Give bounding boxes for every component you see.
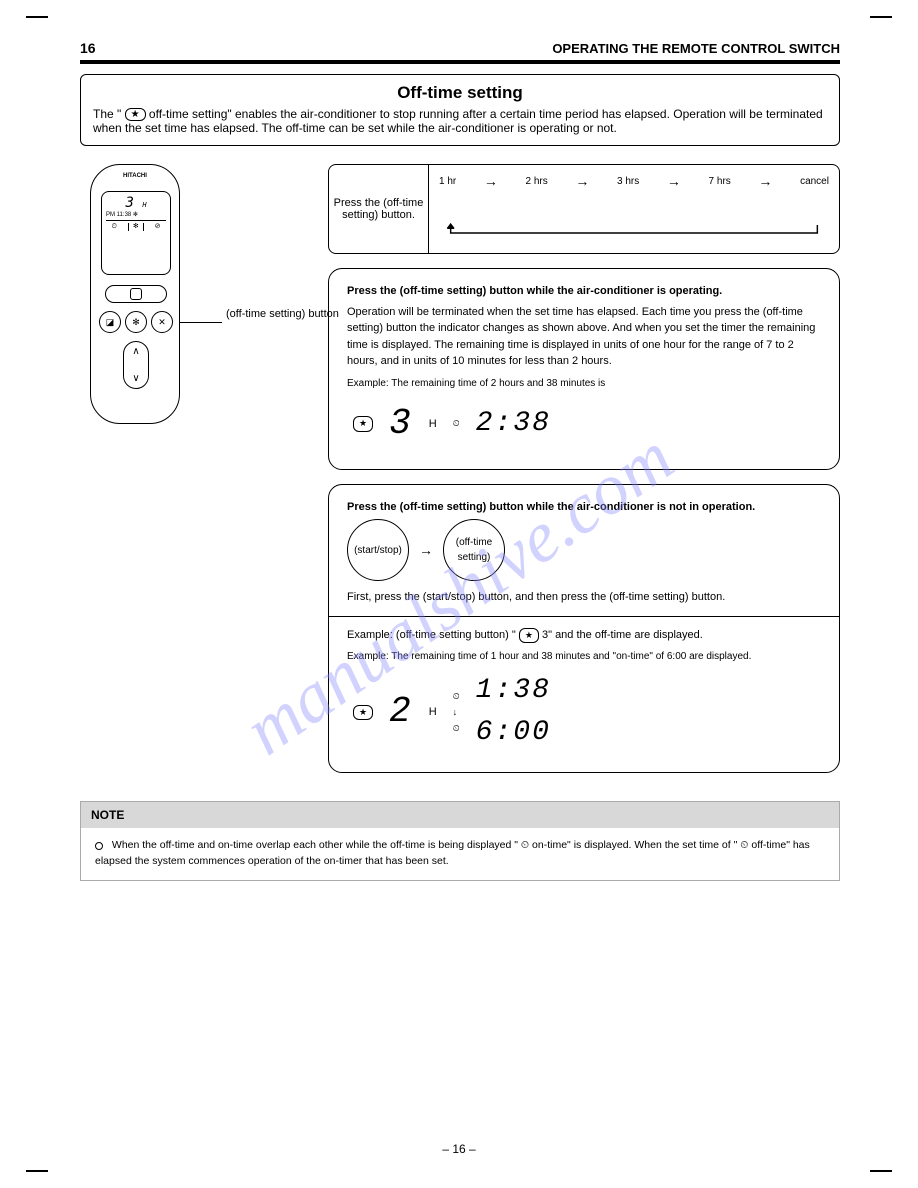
flow-items: 1 hr → 2 hrs → 3 hrs → 7 hrs → cancel bbox=[439, 173, 829, 189]
banner: Off-time setting The " ★ off-time settin… bbox=[80, 74, 840, 146]
page-number-top: 16 bbox=[80, 40, 96, 56]
page-header: 16 OPERATING THE REMOTE CONTROL SWITCH bbox=[80, 40, 840, 64]
arrow-right-icon: → bbox=[758, 173, 772, 189]
clock-icon: ⏲ bbox=[453, 723, 460, 733]
clock-icon: ⏲ bbox=[740, 839, 748, 851]
arrow-right-icon: → bbox=[419, 540, 433, 561]
star-pill-icon: ★ bbox=[353, 705, 373, 721]
panel1-body: Operation will be terminated when the se… bbox=[347, 304, 821, 370]
panel2-example-label: Example: The remaining time of 1 hour an… bbox=[347, 649, 821, 664]
note-header: NOTE bbox=[81, 802, 839, 828]
note-box: NOTE When the off-time and on-time overl… bbox=[80, 801, 840, 881]
panel-operating: Press the (off-time setting) button whil… bbox=[328, 268, 840, 470]
panel2-body2: Example: (off-time setting button) " ★ 3… bbox=[347, 627, 821, 644]
page-number-bottom: – 16 – bbox=[0, 1142, 918, 1156]
note-body: When the off-time and on-time overlap ea… bbox=[81, 828, 839, 880]
flow-box: Press the (off-time setting) button. 1 h… bbox=[328, 164, 840, 254]
star-pill-icon: ★ bbox=[519, 628, 539, 644]
down-arrow-icon: ↓ bbox=[453, 707, 458, 717]
clock-icon: ⏲ bbox=[453, 691, 460, 701]
remote-screen: 3 H PM 11:38 ✻ ⏲✻⊘ bbox=[101, 191, 171, 275]
panel1-title: Press the (off-time setting) button whil… bbox=[347, 283, 821, 300]
clock-icon: ⏲ bbox=[453, 417, 460, 431]
remote-mode-button: ◪ bbox=[99, 311, 121, 333]
panel-not-operating: Press the (off-time setting) button whil… bbox=[328, 484, 840, 774]
flow-return-arrow bbox=[441, 223, 827, 237]
clock-icon: ⏲ bbox=[521, 839, 529, 851]
pointer-label: (off-time setting) button bbox=[226, 308, 346, 320]
arrow-right-icon: → bbox=[484, 173, 498, 189]
remote-brand: HITACHI bbox=[91, 173, 179, 179]
section-title: OPERATING THE REMOTE CONTROL SWITCH bbox=[552, 41, 840, 56]
star-pill-icon: ★ bbox=[353, 416, 373, 432]
remote-diagram: HITACHI 3 H PM 11:38 ✻ ⏲✻⊘ ◪ ✻ ✕ bbox=[90, 164, 180, 424]
banner-subtitle: The " ★ off-time setting" enables the ai… bbox=[93, 107, 827, 135]
remote-power-button bbox=[105, 285, 167, 303]
pointer-line bbox=[180, 322, 222, 323]
flow-left-label: Press the (off-time setting) button. bbox=[329, 165, 429, 253]
remote-timer-button: ✕ bbox=[151, 311, 173, 333]
remote-temp-button bbox=[123, 341, 149, 389]
remote-fan-button: ✻ bbox=[125, 311, 147, 333]
banner-title: Off-time setting bbox=[93, 83, 827, 103]
panel2-title: Press the (off-time setting) button whil… bbox=[347, 499, 821, 516]
panel2-body1: First, press the (start/stop) button, an… bbox=[347, 589, 821, 606]
star-pill-icon: ★ bbox=[125, 108, 146, 121]
arrow-right-icon: → bbox=[667, 173, 681, 189]
arrow-right-icon: → bbox=[575, 173, 589, 189]
off-time-button-icon: (off-time setting) bbox=[443, 519, 505, 581]
panel1-example-label: Example: The remaining time of 2 hours a… bbox=[347, 376, 821, 391]
panel2-display: ★ 2 H ⏲ ↓ ⏲ 1:38 6:00 bbox=[353, 670, 821, 754]
bullet-icon bbox=[95, 842, 103, 850]
start-stop-button-icon: (start/stop) bbox=[347, 519, 409, 581]
panel1-display: ★ 3 H ⏲ 2:38 bbox=[353, 397, 821, 451]
